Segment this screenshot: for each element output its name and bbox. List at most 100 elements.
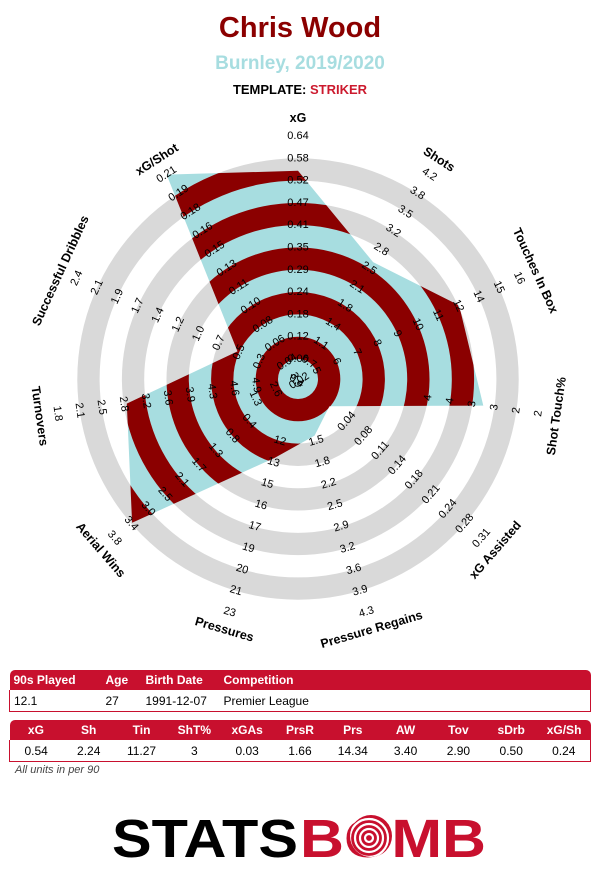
radar-tick-label: 0.47 <box>287 197 308 209</box>
radar-tick-label: 0.52 <box>287 175 308 187</box>
radar-tick-label: 0.24 <box>287 286 308 298</box>
radar-tick-label: 2.8 <box>117 396 131 413</box>
radar-tick-label: 6 <box>330 356 343 367</box>
stats-header-cell: Tov <box>432 720 485 740</box>
stats-value-cell: 0.03 <box>220 740 274 762</box>
radar-tick-label: 2.6 <box>267 380 284 399</box>
radar-tick-label: 3.2 <box>139 392 153 409</box>
radar-tick-label: 4 <box>444 397 457 405</box>
stats-value-cell: 3 <box>167 740 221 762</box>
radar-axis-label: xG <box>290 111 307 125</box>
radar-tick-label: 1.5 <box>307 433 325 449</box>
info-value-cell: 12.1 <box>9 690 102 712</box>
radar-tick-label: 0.64 <box>287 130 308 142</box>
radar-tick-label: 3.9 <box>287 371 304 390</box>
radar-tick-label: 10 <box>410 316 426 332</box>
info-header-cell: Age <box>101 670 142 690</box>
player-name-title: Chris Wood <box>218 12 382 44</box>
stats-header-cell: xGAs <box>220 720 274 740</box>
units-footnote: All units in per 90 <box>15 764 100 776</box>
radar-tick-label: 3.8 <box>105 528 124 547</box>
radar-ring-dark <box>255 336 341 422</box>
radar-tick-label: 7 <box>350 347 363 358</box>
radar-tick-label: 3.2 <box>339 540 357 556</box>
info-header-cell: Competition <box>219 670 591 690</box>
per90-stats-table: xG Sh Tin ShT% xGAs PrsR Prs AW Tov sDrb… <box>9 720 591 762</box>
info-header-cell: 90s Played <box>9 670 102 690</box>
radar-tick-label: 8 <box>370 338 383 349</box>
radar-tick-label: 2.2 <box>320 476 338 492</box>
radar-tick-label: 9 <box>391 328 404 339</box>
radar-tick-label: 2.5 <box>95 399 109 416</box>
player-info-table: 90s Played Age Birth Date Competition 12… <box>9 670 591 712</box>
radar-tick-label: 1.4 <box>149 306 166 325</box>
radar-tick-label: 0.06 <box>287 353 308 365</box>
radar-tick-label: 4.3 <box>357 604 375 620</box>
radar-tick-label: 2.5 <box>326 497 344 513</box>
info-value-cell: Premier League <box>219 690 591 712</box>
radar-tick-label: 14 <box>471 289 487 305</box>
stats-value-cell: 0.54 <box>9 740 63 762</box>
radar-tick-label: 1.0 <box>190 324 207 343</box>
radar-axis-label: Turnovers <box>28 385 50 447</box>
radar-axis-label: Aerial Wins <box>73 520 128 581</box>
radar-tick-label: 1.9 <box>109 287 126 306</box>
radar-tick-label: 13 <box>266 455 281 470</box>
stats-header-cell: AW <box>379 720 432 740</box>
radar-tick-label: 5 <box>309 365 322 376</box>
radar-tick-label: 3.6 <box>345 561 363 577</box>
team-season-subtitle: Burnley, 2019/2020 <box>215 53 385 74</box>
radar-tick-label: 1.3 <box>247 389 264 408</box>
radar-tick-label: 4.6 <box>227 380 241 397</box>
radar-tick-label: 3.9 <box>183 386 197 403</box>
radar-tick-label: 4 <box>422 394 435 402</box>
radar-tick-label: 4.9 <box>249 377 263 394</box>
info-header-row: 90s Played Age Birth Date Competition <box>9 670 591 690</box>
radar-axis-label: xG Assisted <box>466 518 524 581</box>
radar-tick-label: 0.5 <box>231 343 248 362</box>
radar-tick-label: 0.41 <box>287 219 308 231</box>
stats-header-cell: xG <box>9 720 63 740</box>
radar-tick-label: 3 <box>466 400 479 408</box>
radar-chart: 0.060.120.180.240.290.350.410.470.520.58… <box>28 111 569 651</box>
radar-axis-label: Successful Dribbles <box>29 213 91 328</box>
radar-tick-label: 3 <box>488 403 501 411</box>
stats-header-cell: Prs <box>326 720 380 740</box>
template-label: TEMPLATE: <box>232 82 307 97</box>
stats-header-cell: Tin <box>115 720 168 740</box>
stats-value-cell: 3.40 <box>379 740 432 762</box>
radar-tick-label: 2.1 <box>89 278 106 297</box>
radar-tick-label: 1.7 <box>129 296 146 315</box>
radar-tick-label: 19 <box>241 540 256 555</box>
stats-header-cell: sDrb <box>484 720 538 740</box>
logo-text-stats: STATS <box>112 809 298 866</box>
radar-tick-label: 2 <box>532 410 545 418</box>
template-line: TEMPLATE: STRIKER <box>0 82 600 97</box>
stats-header-cell: Sh <box>62 720 116 740</box>
radar-tick-label: 21 <box>228 583 243 598</box>
radar-axis-label: Pressures <box>193 614 255 644</box>
radar-tick-label: 2.4 <box>68 269 85 288</box>
statsbomb-logo: STATS BOMB <box>112 809 486 866</box>
stats-header-row: xG Sh Tin ShT% xGAs PrsR Prs AW Tov sDrb… <box>9 720 591 740</box>
radar-tick-label: 2.9 <box>332 519 350 535</box>
radar-tick-label: 16 <box>511 270 527 286</box>
radar-tick-label: 1.8 <box>50 405 64 422</box>
logo-target-icon <box>350 815 392 857</box>
radar-tick-label: 12 <box>272 434 287 449</box>
radar-tick-label: 17 <box>247 519 262 534</box>
info-value-cell: 27 <box>101 690 142 712</box>
radar-tick-label: 16 <box>253 498 268 513</box>
radar-tick-label: 1.2 <box>170 315 187 334</box>
radar-tick-label: 20 <box>235 562 250 577</box>
radar-tick-label: 1.8 <box>313 454 331 470</box>
stats-header-cell: ShT% <box>167 720 221 740</box>
stats-value-row: 0.54 2.24 11.27 3 0.03 1.66 14.34 3.40 2… <box>9 740 591 762</box>
stats-value-cell: 2.90 <box>432 740 485 762</box>
radar-tick-label: 4.3 <box>205 383 219 400</box>
radar-axis-label: Shot Touch% <box>544 376 569 456</box>
radar-tick-label: 0.29 <box>287 264 308 276</box>
logo-text-bomb: BOMB <box>300 809 486 866</box>
radar-tick-label: 11 <box>430 307 446 322</box>
radar-tick-label: 2 <box>510 407 523 415</box>
